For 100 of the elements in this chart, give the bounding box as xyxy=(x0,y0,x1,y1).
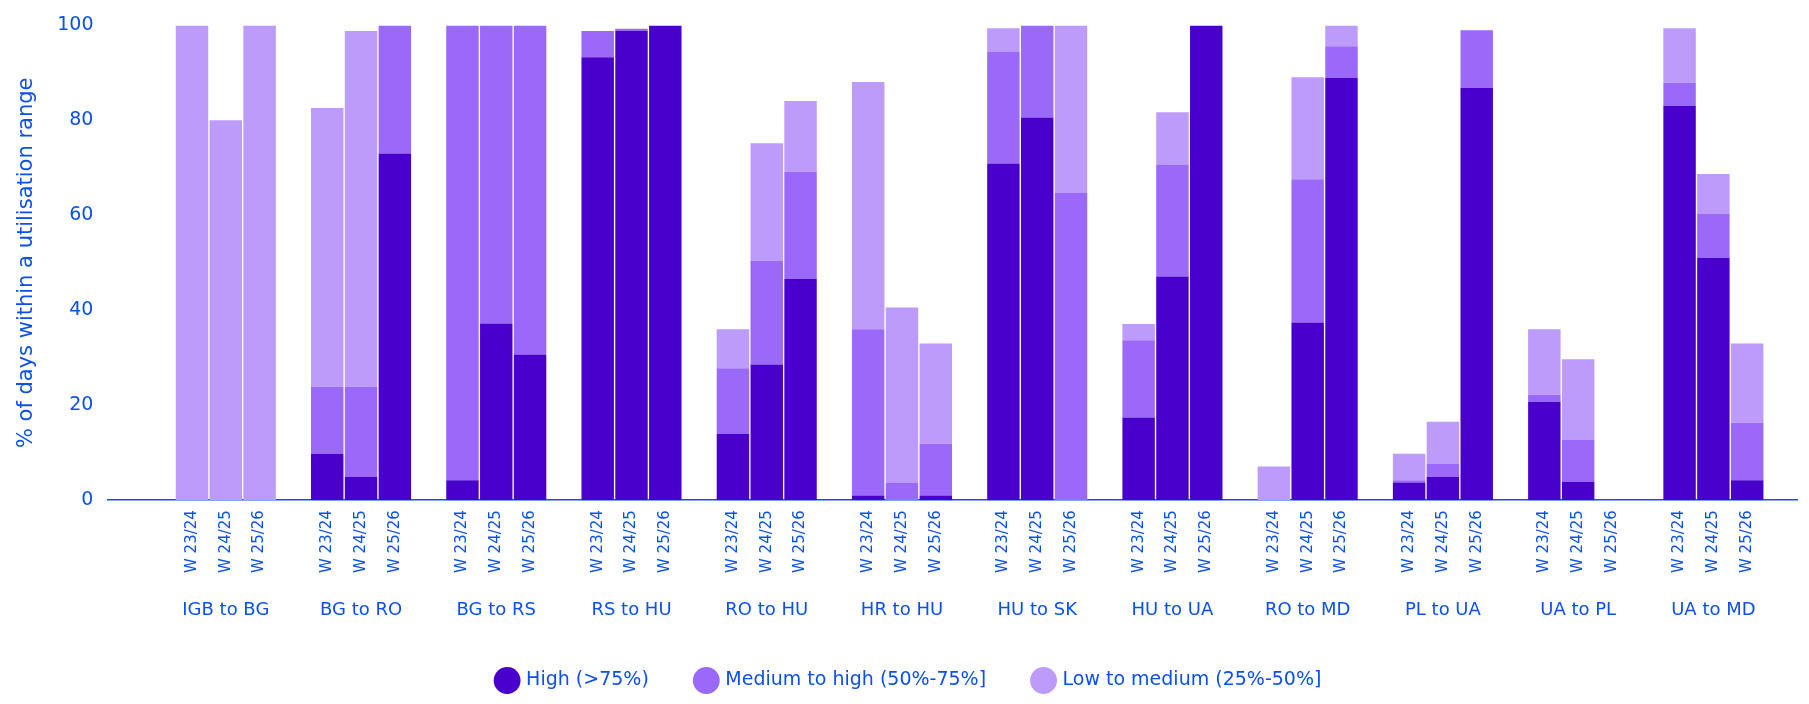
x-tick-label: W 25/26 xyxy=(925,510,944,573)
x-tick-label: W 23/24 xyxy=(722,510,741,573)
x-tick-label: W 25/26 xyxy=(655,510,674,573)
legend-label: High (>75%) xyxy=(526,667,649,690)
x-tick-label: W 24/25 xyxy=(1568,510,1587,573)
bar xyxy=(1528,394,1561,402)
bar xyxy=(1122,324,1155,341)
bar xyxy=(344,31,378,387)
bar xyxy=(1697,174,1730,214)
bar xyxy=(581,31,614,58)
bar xyxy=(1730,343,1764,423)
text: UA to PL xyxy=(1540,597,1617,619)
bar xyxy=(1156,164,1189,277)
x-tick-label: W 23/24 xyxy=(1669,510,1688,573)
x-tick-label: W 24/25 xyxy=(215,510,234,573)
x-tick-label: W 23/24 xyxy=(1263,510,1282,573)
text: IGB to BG xyxy=(182,597,270,619)
x-tick-label: W 23/24 xyxy=(1128,510,1147,573)
x-tick-label: W 24/25 xyxy=(1027,510,1046,573)
bar xyxy=(310,108,344,387)
bar xyxy=(919,495,953,501)
bar xyxy=(1561,439,1595,482)
bar xyxy=(1460,30,1493,89)
bar xyxy=(851,329,885,496)
y-tick-label: 60 xyxy=(69,202,94,225)
x-tick-label: W 25/26 xyxy=(1737,510,1756,573)
text: PL to UA xyxy=(1404,597,1482,619)
y-tick-label: 80 xyxy=(69,107,94,130)
bar xyxy=(1122,340,1155,418)
x-tick-label: W 25/26 xyxy=(1601,510,1620,573)
text: RO to HU xyxy=(725,597,809,619)
legend-label: Low to medium (25%-50%] xyxy=(1062,667,1322,690)
x-tick-label: W 23/24 xyxy=(993,510,1012,573)
bar xyxy=(851,495,885,501)
x-tick-label: W 25/26 xyxy=(1060,510,1079,573)
bar xyxy=(1663,28,1696,83)
text: BG to RO xyxy=(319,597,403,619)
bar xyxy=(513,25,547,355)
x-tick-label: W 25/26 xyxy=(790,510,809,573)
bar xyxy=(919,443,953,496)
bar xyxy=(1291,77,1324,180)
text: BG to RS xyxy=(456,597,536,619)
bar xyxy=(513,354,547,501)
x-tick-label: W 23/24 xyxy=(317,510,336,573)
x-tick-label: W 25/26 xyxy=(1331,510,1350,573)
x-tick-label: W 24/25 xyxy=(1432,510,1451,573)
x-tick-label: W 25/26 xyxy=(1196,510,1215,573)
x-tick-label: W 24/25 xyxy=(350,510,369,573)
x-tick-label: W 24/25 xyxy=(891,510,910,573)
x-tick-label: W 24/25 xyxy=(1162,510,1181,573)
bar xyxy=(1426,463,1460,477)
x-tick-label: W 23/24 xyxy=(858,510,877,573)
x-tick-label: W 25/26 xyxy=(384,510,403,573)
bar xyxy=(1054,193,1088,501)
x-tick-label: W 23/24 xyxy=(1534,510,1553,573)
x-tick-label: W 25/26 xyxy=(519,510,538,573)
text: RS to HU xyxy=(591,597,672,619)
bar xyxy=(919,343,953,444)
y-tick-label: 40 xyxy=(69,297,94,320)
x-tick-label: W 23/24 xyxy=(1398,510,1417,573)
bar xyxy=(885,307,919,483)
text: HU to UA xyxy=(1131,597,1214,619)
bar xyxy=(1730,422,1764,481)
bar xyxy=(1392,480,1426,483)
bar xyxy=(1156,112,1189,165)
bar xyxy=(1426,421,1460,464)
bar xyxy=(175,25,209,501)
legend-label: Medium to high (50%-75%] xyxy=(725,667,987,690)
x-tick-label: W 25/26 xyxy=(1466,510,1485,573)
y-tick-label: 0 xyxy=(81,487,94,510)
y-tick-label: 20 xyxy=(69,392,94,415)
x-tick-label: W 24/25 xyxy=(1703,510,1722,573)
x-tick-label: W 25/26 xyxy=(249,510,268,573)
bar xyxy=(851,81,885,330)
bar xyxy=(716,433,750,501)
y-axis-title: % of days within a utilisation range xyxy=(13,77,38,449)
bar xyxy=(1392,482,1426,501)
bar xyxy=(1054,25,1088,193)
y-tick-label: 100 xyxy=(57,12,94,35)
bar xyxy=(378,25,412,154)
x-tick-label: W 23/24 xyxy=(181,510,200,573)
text: RO to MD xyxy=(1264,597,1351,619)
bar xyxy=(1257,466,1291,501)
bar xyxy=(1325,25,1358,47)
x-tick-label: W 24/25 xyxy=(1297,510,1316,573)
bar xyxy=(310,453,344,501)
bar xyxy=(716,368,750,434)
bar xyxy=(1291,179,1324,323)
bar xyxy=(1697,213,1730,259)
text: HU to SK xyxy=(997,597,1079,619)
bar xyxy=(344,386,378,477)
bar xyxy=(716,329,750,369)
text: HR to HU xyxy=(860,597,944,619)
bar xyxy=(1325,46,1358,79)
x-tick-label: W 23/24 xyxy=(587,510,606,573)
x-tick-label: W 24/25 xyxy=(486,510,505,573)
x-tick-label: W 23/24 xyxy=(452,510,471,573)
bar xyxy=(310,386,344,454)
bar xyxy=(1663,82,1696,107)
bar xyxy=(987,28,1020,52)
